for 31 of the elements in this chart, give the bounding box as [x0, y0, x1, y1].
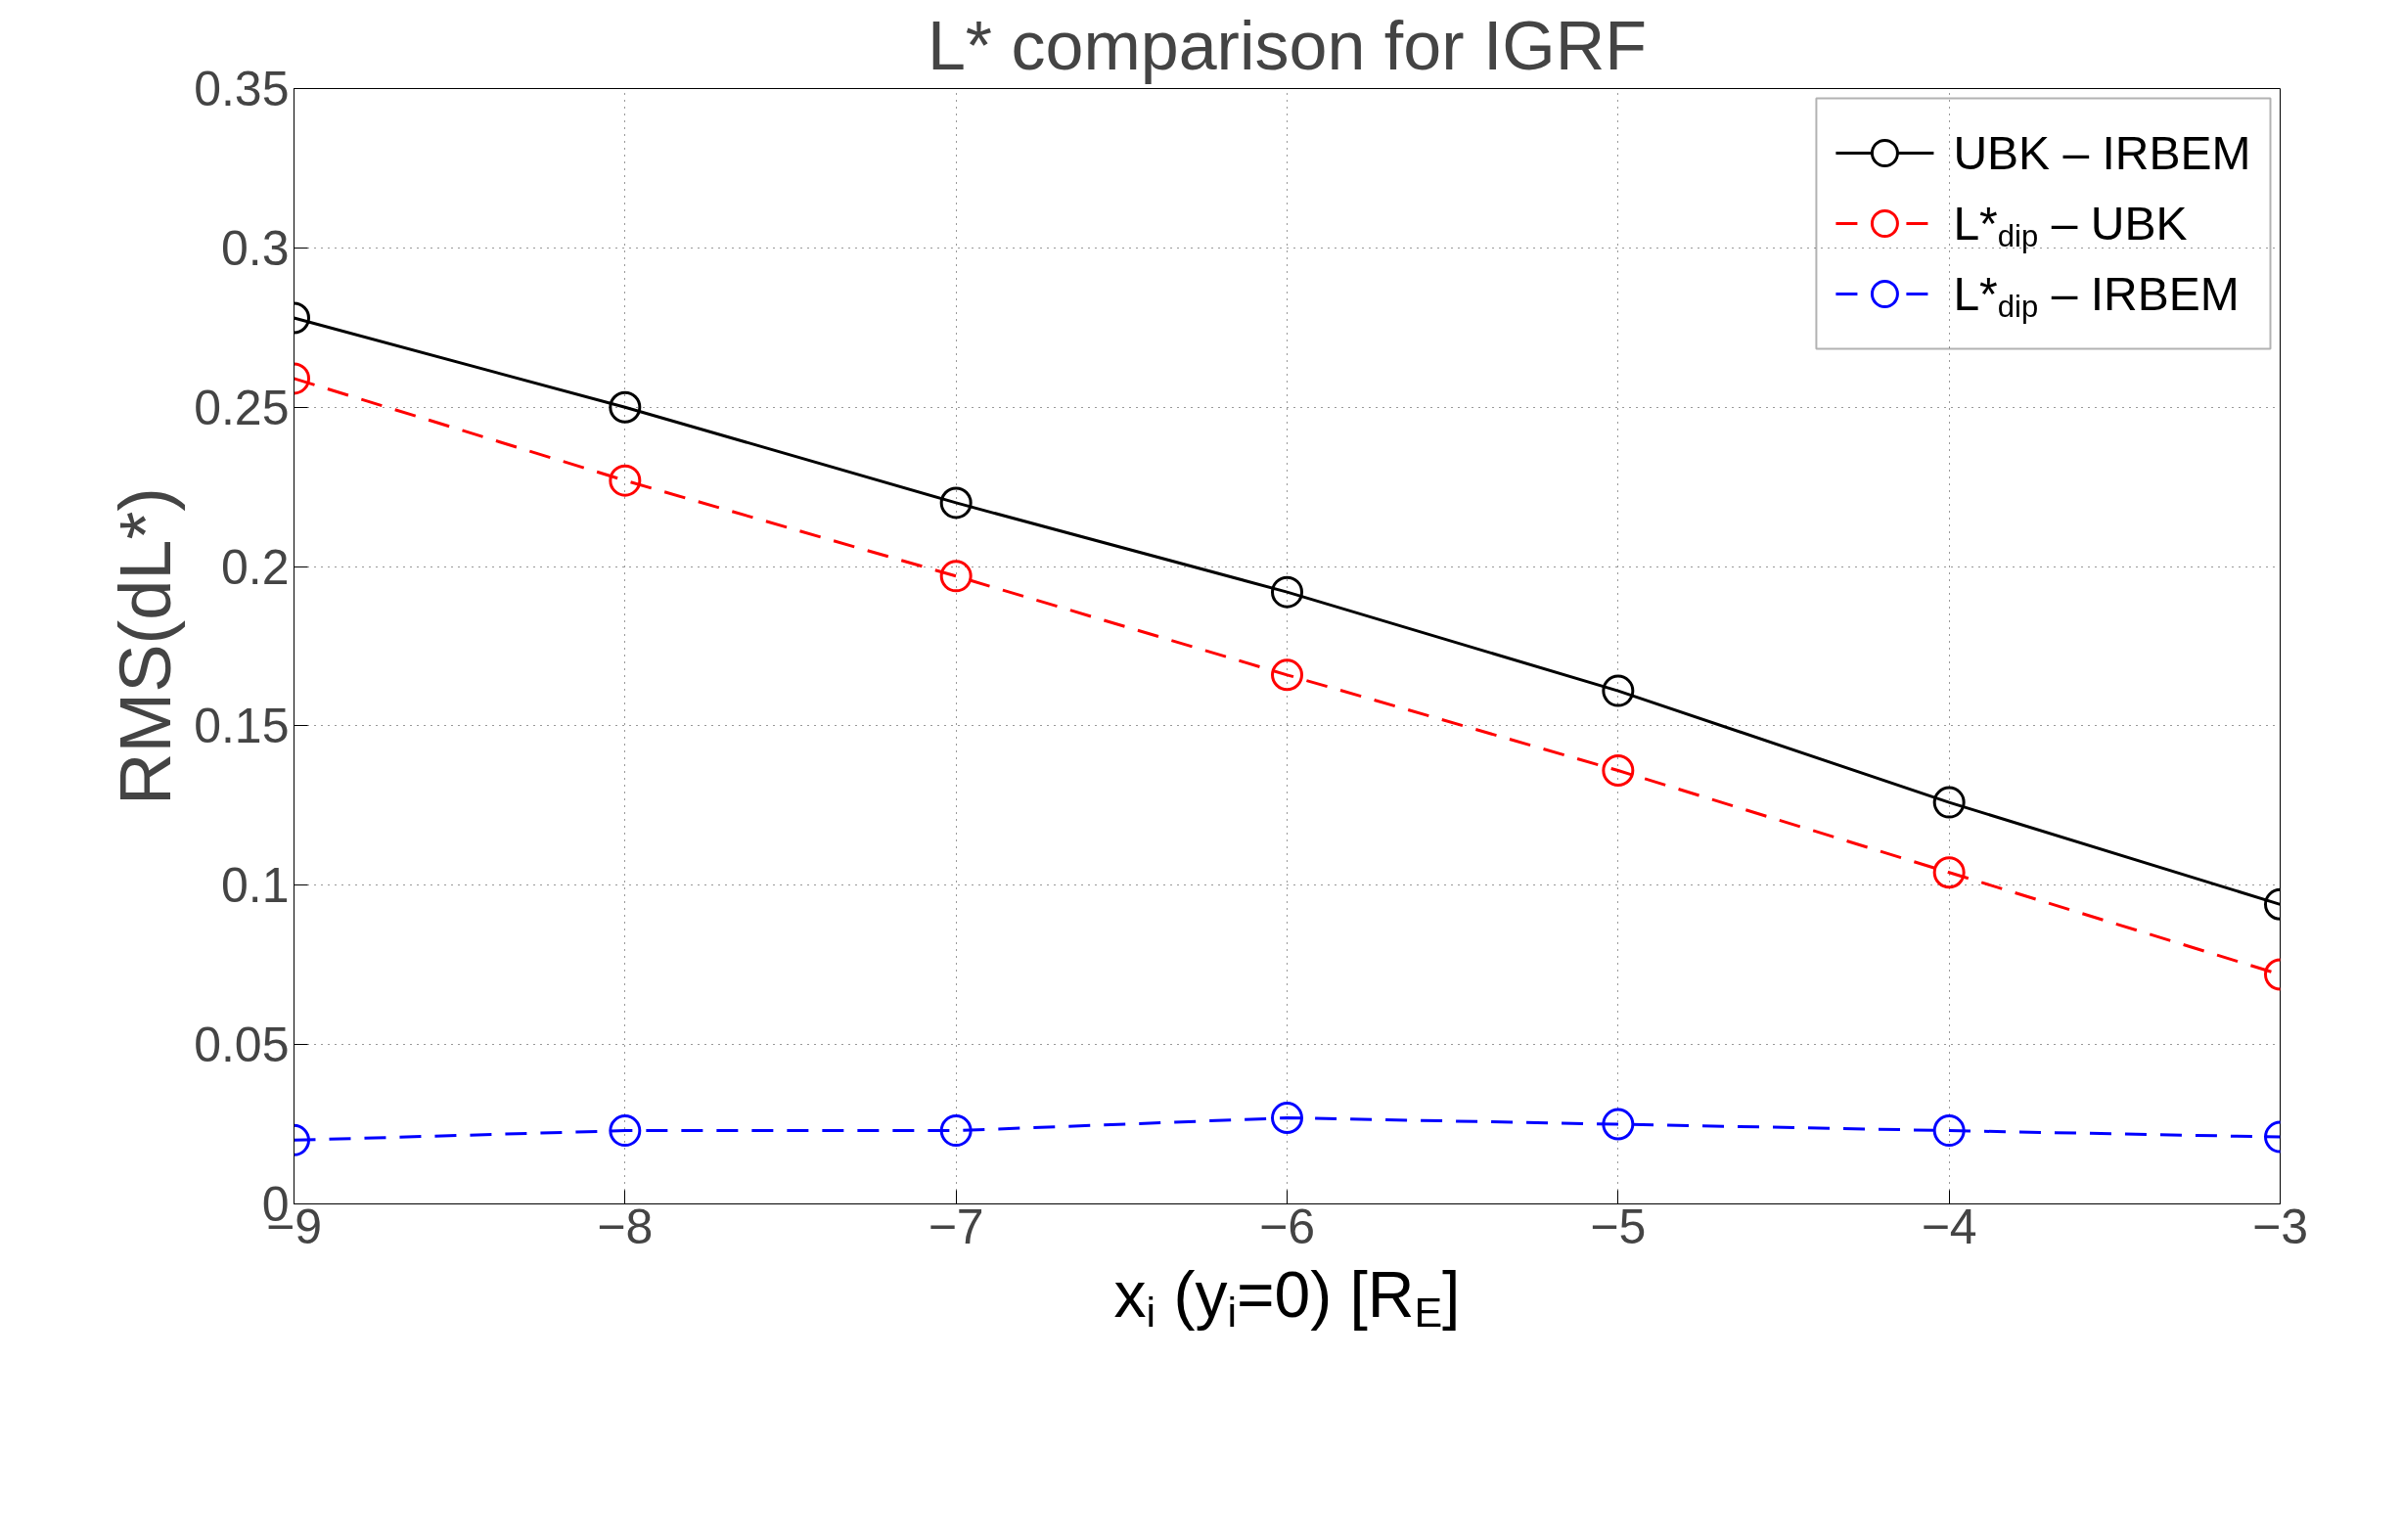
point — [1602, 754, 1635, 787]
y-axis-title: RMS(dL*) — [105, 487, 187, 805]
x-tick-label: −6 — [1259, 1199, 1316, 1254]
point — [1271, 1102, 1303, 1135]
point — [1932, 786, 1966, 819]
y-tick-label: 0.05 — [194, 1018, 290, 1073]
y-tick-label: 0.15 — [194, 699, 290, 754]
point — [1271, 575, 1303, 609]
point — [609, 1114, 642, 1148]
point — [1271, 658, 1303, 692]
y-tick-label: 0.25 — [194, 380, 290, 435]
point — [609, 390, 642, 424]
y-tick-label: 0.35 — [194, 62, 290, 116]
chart-title: L* comparison for IGRF — [927, 7, 1648, 84]
y-tick-label: 0.3 — [220, 220, 290, 276]
y-tick-label: 0.2 — [220, 539, 290, 595]
point — [609, 464, 642, 497]
point — [1932, 1114, 1966, 1148]
x-tick-label: −3 — [2252, 1199, 2309, 1254]
x-tick-label: −5 — [1590, 1199, 1647, 1254]
point — [939, 560, 973, 593]
point — [1602, 674, 1635, 707]
x-tick-label: −7 — [928, 1199, 984, 1254]
y-tick-label: 0.1 — [220, 858, 290, 914]
x-tick-label: −8 — [597, 1199, 654, 1254]
point — [939, 486, 973, 520]
point — [939, 1114, 973, 1148]
point — [1932, 856, 1966, 889]
x-tick-label: −4 — [1921, 1199, 1977, 1254]
point — [1602, 1108, 1635, 1141]
legend-label: UBK – IRBEM — [1953, 127, 2251, 179]
